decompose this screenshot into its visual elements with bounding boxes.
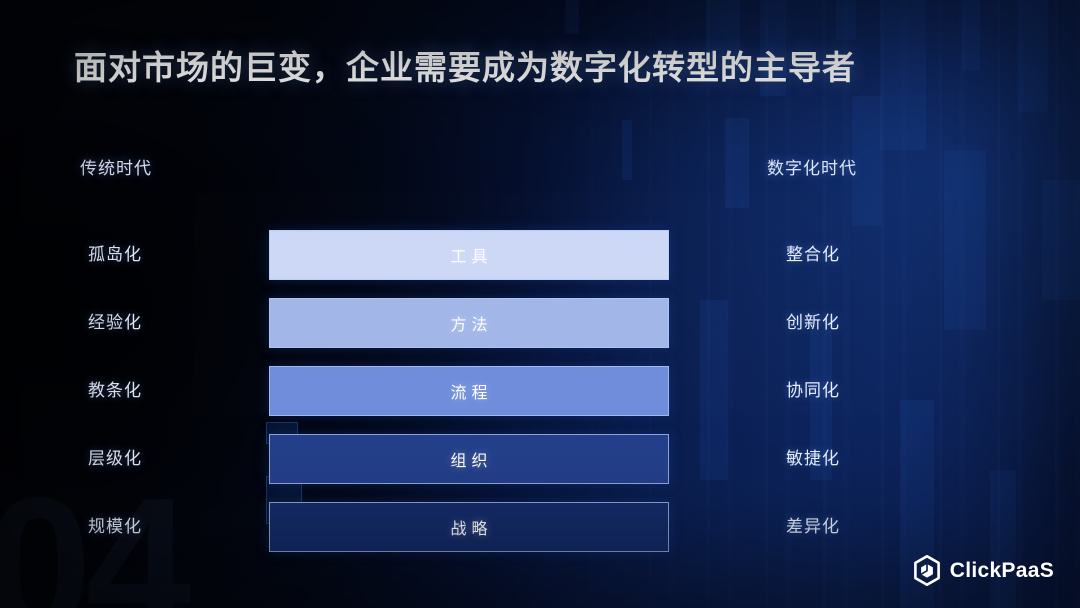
brand-logo[interactable]: ClickPaaS bbox=[913, 555, 1054, 586]
right-label: 创新化 bbox=[786, 313, 840, 332]
right-label: 协同化 bbox=[786, 381, 840, 400]
hexagon-cube-icon bbox=[913, 555, 940, 586]
center-bar-label: 方法 bbox=[450, 317, 493, 334]
comparison-row: 层级化 组织 敏捷化 bbox=[0, 434, 1080, 484]
right-label: 整合化 bbox=[786, 245, 840, 264]
comparison-row: 经验化 方法 创新化 bbox=[0, 298, 1080, 348]
center-bar-label: 组织 bbox=[450, 453, 493, 470]
center-bar[interactable]: 战略 bbox=[269, 502, 669, 552]
center-bar-label: 工具 bbox=[450, 249, 493, 266]
comparison-rows: 孤岛化 工具 整合化 经验化 方法 创新化 教条化 流程 协同化 层级化 组织 bbox=[0, 230, 1080, 570]
center-bar[interactable]: 方法 bbox=[269, 298, 669, 348]
left-label: 经验化 bbox=[88, 313, 142, 332]
left-label: 教条化 bbox=[88, 381, 142, 400]
center-bar[interactable]: 流程 bbox=[269, 366, 669, 416]
center-bar[interactable]: 工具 bbox=[269, 230, 669, 280]
center-bar[interactable]: 组织 bbox=[269, 434, 669, 484]
slide-number-watermark: 04 bbox=[0, 459, 191, 608]
left-label: 层级化 bbox=[88, 449, 142, 468]
center-bar-label: 流程 bbox=[450, 385, 493, 402]
comparison-row: 教条化 流程 协同化 bbox=[0, 366, 1080, 416]
left-label: 孤岛化 bbox=[88, 245, 142, 264]
brand-logo-text: ClickPaaS bbox=[949, 558, 1054, 582]
column-header-digital: 数字化时代 bbox=[767, 159, 857, 178]
page-title: 面对市场的巨变，企业需要成为数字化转型的主导者 bbox=[74, 49, 856, 86]
left-label: 规模化 bbox=[88, 517, 142, 536]
center-bar-label: 战略 bbox=[450, 521, 493, 538]
right-label: 敏捷化 bbox=[786, 449, 840, 468]
comparison-row: 规模化 战略 差异化 bbox=[0, 502, 1080, 552]
comparison-row: 孤岛化 工具 整合化 bbox=[0, 230, 1080, 280]
column-header-traditional: 传统时代 bbox=[80, 159, 152, 178]
right-label: 差异化 bbox=[786, 517, 840, 536]
